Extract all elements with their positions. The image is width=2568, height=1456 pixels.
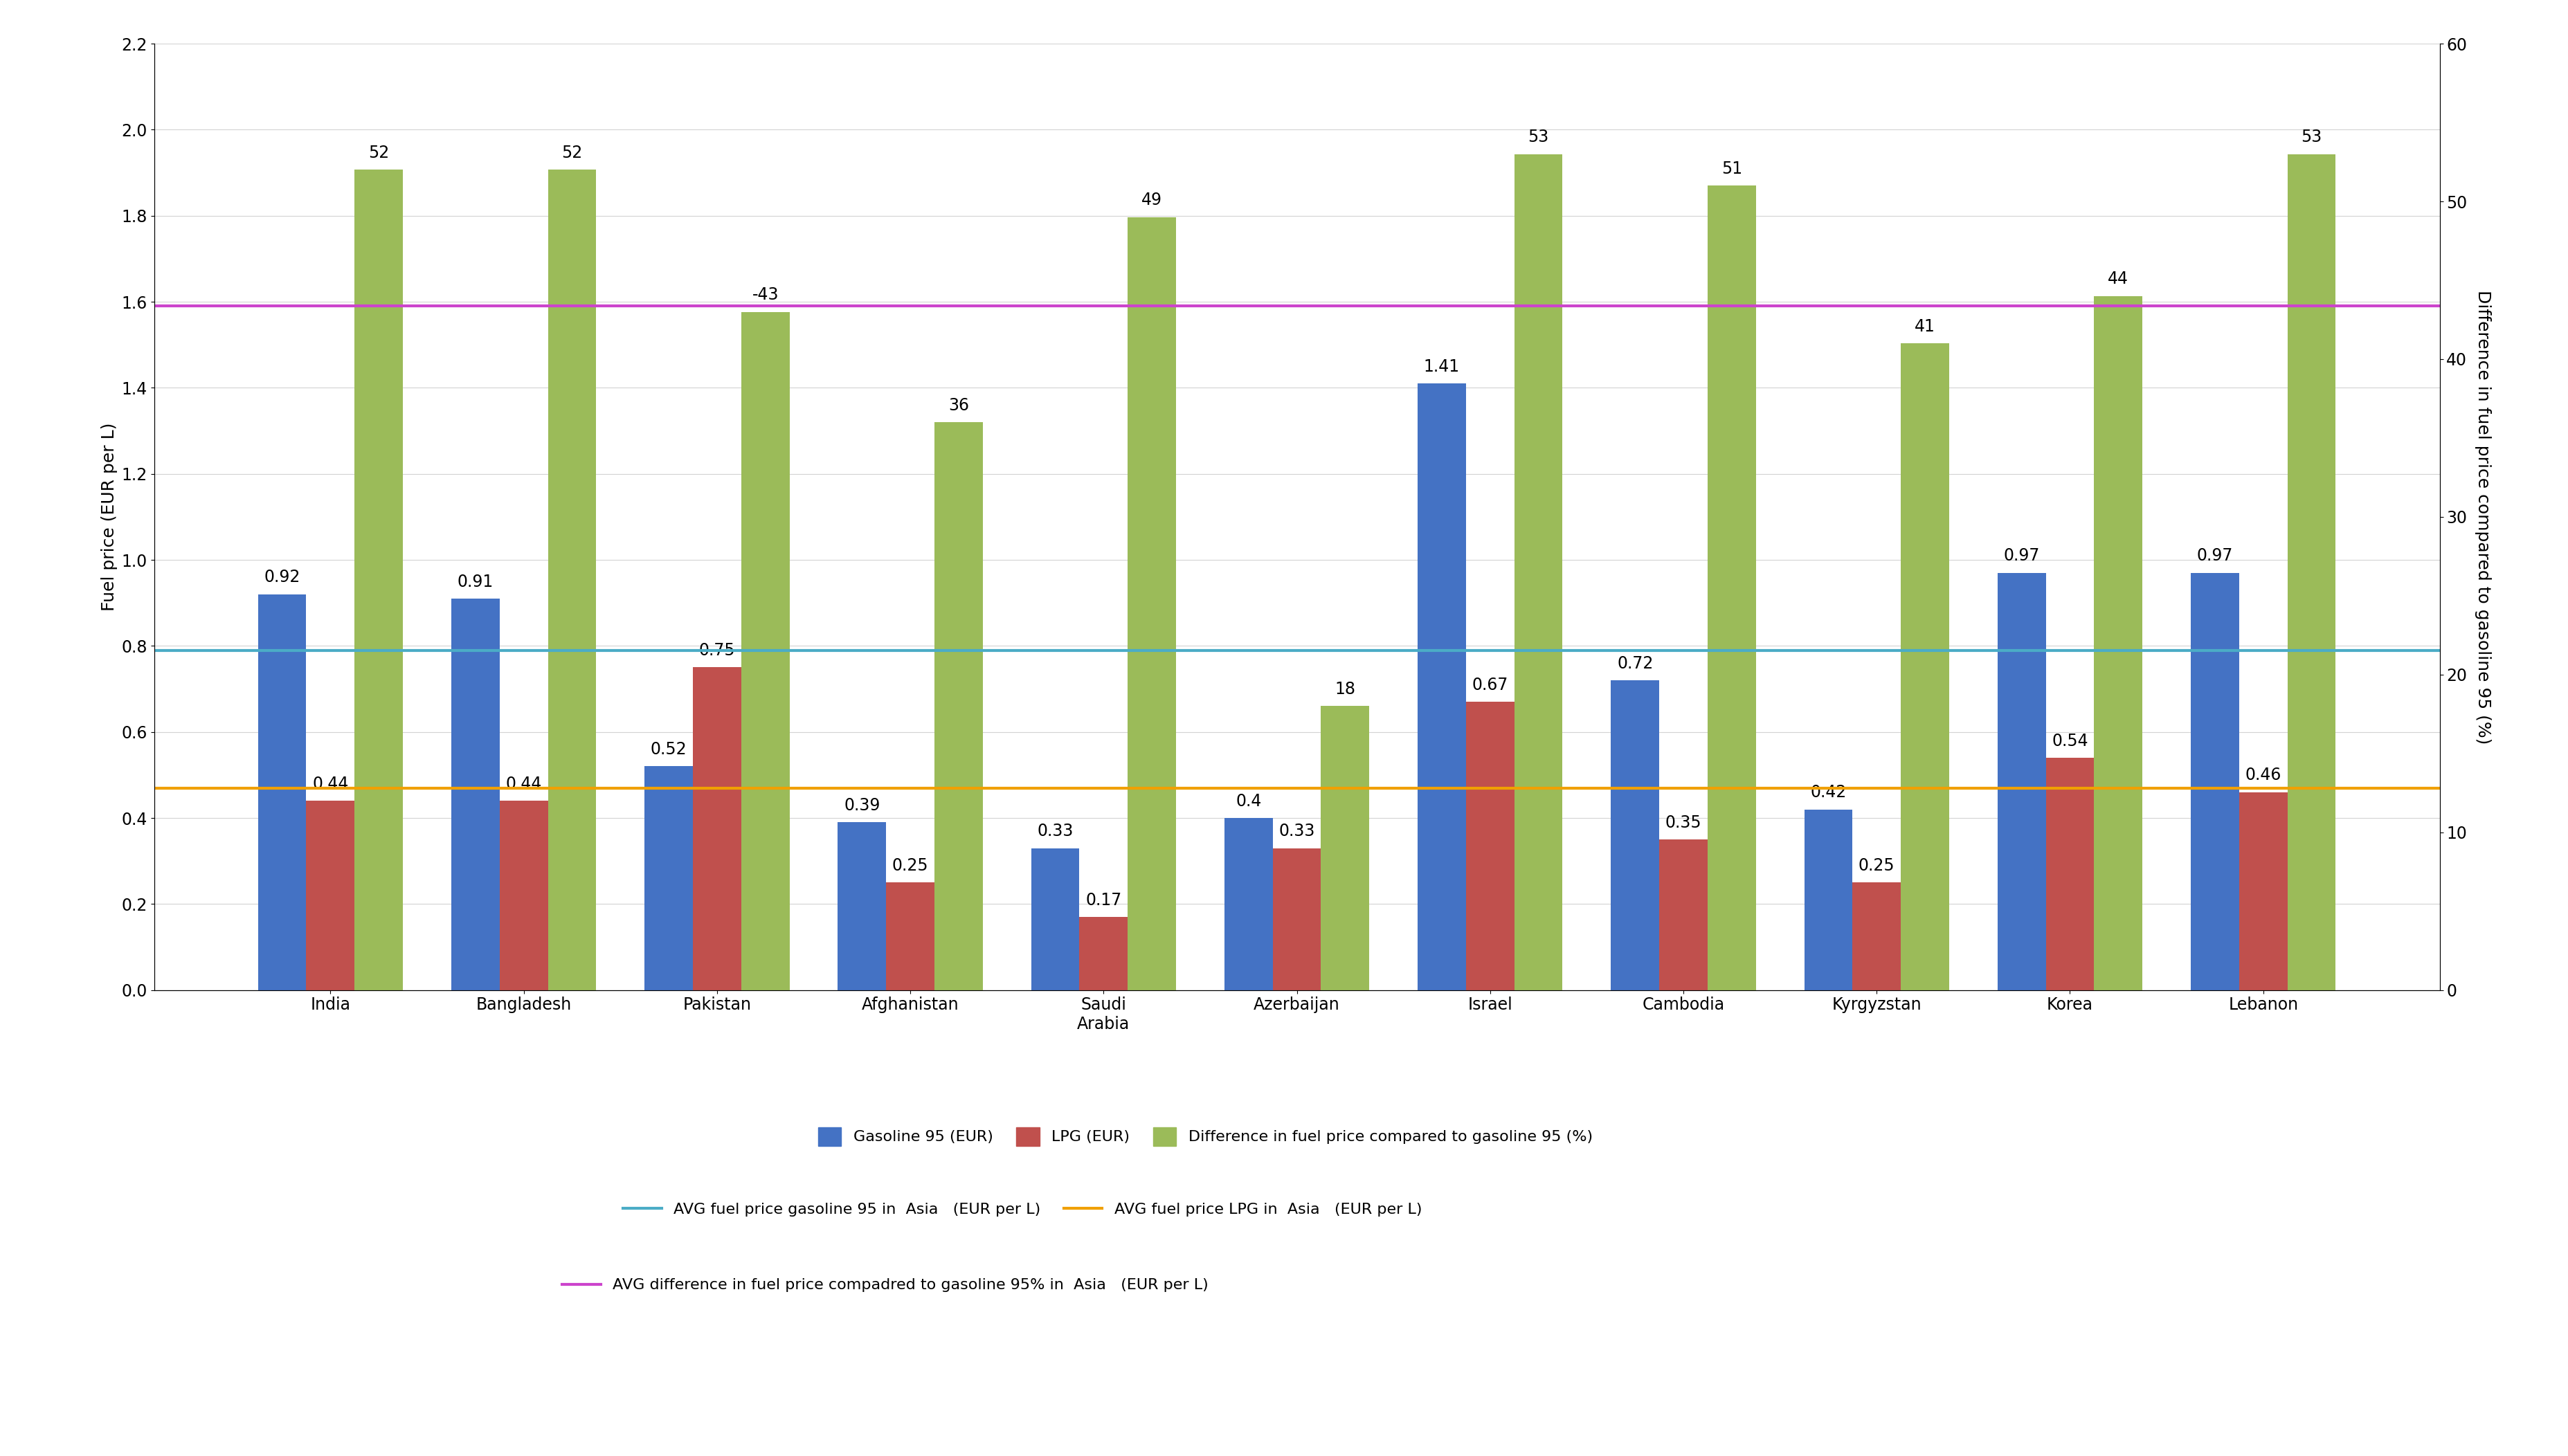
Text: 0.97: 0.97 <box>2196 547 2234 563</box>
Text: 0.67: 0.67 <box>1471 677 1507 693</box>
Text: -43: -43 <box>752 287 778 303</box>
Bar <box>1127 217 1176 990</box>
Text: 36: 36 <box>948 397 968 414</box>
Text: 0.72: 0.72 <box>1618 655 1654 671</box>
Bar <box>306 801 354 990</box>
Text: 44: 44 <box>2108 271 2129 287</box>
Bar <box>1225 818 1274 990</box>
Bar <box>693 667 742 990</box>
Text: 0.42: 0.42 <box>1810 785 1846 801</box>
Text: 0.44: 0.44 <box>313 776 349 792</box>
Bar <box>1708 185 1757 990</box>
Bar <box>645 766 693 990</box>
Bar <box>547 170 596 990</box>
Bar <box>257 594 306 990</box>
Bar <box>1852 882 1900 990</box>
Text: 0.91: 0.91 <box>457 574 493 590</box>
Text: 0.75: 0.75 <box>698 642 734 658</box>
Bar <box>1032 847 1079 990</box>
Text: 51: 51 <box>1721 160 1741 178</box>
Text: 41: 41 <box>1916 319 1936 335</box>
Text: 0.33: 0.33 <box>1279 823 1315 840</box>
Bar <box>1079 917 1127 990</box>
Bar <box>1998 572 2047 990</box>
Text: 0.17: 0.17 <box>1086 891 1122 909</box>
Bar <box>837 823 886 990</box>
Bar <box>1515 154 1561 990</box>
Bar <box>935 422 984 990</box>
Text: 49: 49 <box>1143 192 1163 208</box>
Text: 52: 52 <box>562 144 583 162</box>
Bar <box>2239 792 2288 990</box>
Text: 0.92: 0.92 <box>265 569 300 585</box>
Bar <box>1466 702 1515 990</box>
Bar <box>1274 847 1320 990</box>
Legend: AVG difference in fuel price compadred to gasoline 95% in  Asia   (EUR per L): AVG difference in fuel price compadred t… <box>557 1273 1215 1299</box>
Bar <box>1900 344 1949 990</box>
Bar <box>354 170 403 990</box>
Bar <box>1659 840 1708 990</box>
Text: 0.33: 0.33 <box>1037 823 1073 840</box>
Bar <box>742 312 788 990</box>
Y-axis label: Fuel price (EUR per L): Fuel price (EUR per L) <box>100 422 118 612</box>
Bar <box>2047 757 2093 990</box>
Text: 0.52: 0.52 <box>650 741 686 757</box>
Text: 0.4: 0.4 <box>1235 794 1261 810</box>
Bar <box>2288 154 2337 990</box>
Text: 0.46: 0.46 <box>2244 767 2280 783</box>
Bar <box>886 882 935 990</box>
Text: 0.44: 0.44 <box>506 776 542 792</box>
Text: 0.54: 0.54 <box>2052 732 2088 750</box>
Bar <box>501 801 547 990</box>
Bar <box>2093 296 2142 990</box>
Y-axis label: Difference in fuel price compared to gasoline 95 (%): Difference in fuel price compared to gas… <box>2476 290 2491 744</box>
Text: 0.97: 0.97 <box>2003 547 2039 563</box>
Bar <box>1320 706 1369 990</box>
Text: 0.25: 0.25 <box>891 858 930 874</box>
Bar <box>1418 383 1466 990</box>
Bar <box>452 598 501 990</box>
Text: 0.39: 0.39 <box>845 796 881 814</box>
Text: 0.35: 0.35 <box>1664 814 1703 831</box>
Text: 0.25: 0.25 <box>1859 858 1895 874</box>
Text: 18: 18 <box>1335 681 1356 697</box>
Text: 53: 53 <box>1528 130 1549 146</box>
Bar <box>2191 572 2239 990</box>
Bar <box>1610 680 1659 990</box>
Bar <box>1805 810 1852 990</box>
Text: 52: 52 <box>367 144 390 162</box>
Text: 1.41: 1.41 <box>1423 358 1459 374</box>
Text: 53: 53 <box>2301 130 2321 146</box>
